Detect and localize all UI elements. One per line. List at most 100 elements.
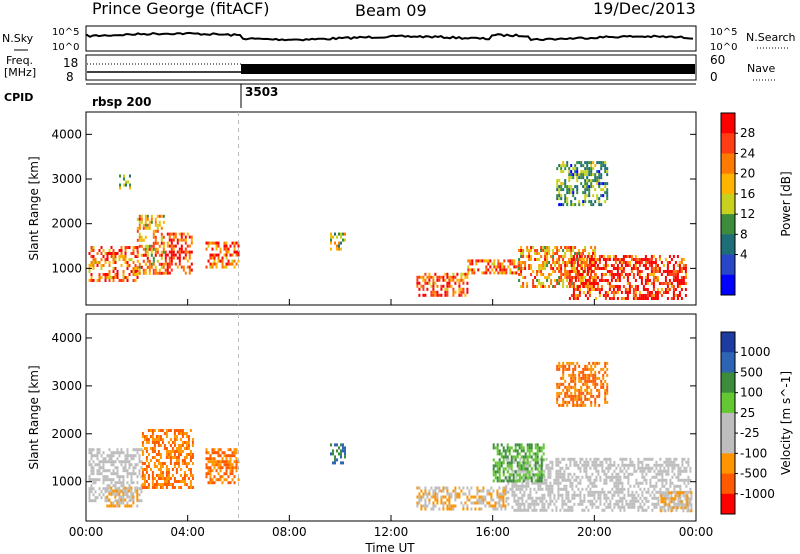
power-cell xyxy=(501,265,504,269)
velocity-cell xyxy=(682,506,685,510)
velocity-cell xyxy=(660,509,663,513)
power-cell xyxy=(231,262,234,266)
x-tick-label: 08:00 xyxy=(272,525,307,539)
power-cell xyxy=(596,267,599,270)
velocity-cell xyxy=(629,460,632,464)
power-cell xyxy=(446,272,449,276)
velocity-cell xyxy=(510,455,513,459)
velocity-cell xyxy=(574,376,577,380)
velocity-cell xyxy=(110,457,113,461)
velocity-cell xyxy=(106,504,109,508)
velocity-cell xyxy=(482,486,485,490)
velocity-cell xyxy=(671,475,674,479)
velocity-cell xyxy=(621,499,624,503)
power-cell xyxy=(614,267,617,270)
velocity-cell xyxy=(189,456,192,459)
velocity-cell xyxy=(555,499,558,503)
power-cell xyxy=(606,173,609,177)
velocity-cell xyxy=(515,508,518,512)
velocity-cell xyxy=(163,432,166,435)
velocity-cell xyxy=(110,463,113,467)
velocity-cell xyxy=(678,491,681,495)
power-cell xyxy=(650,267,653,270)
velocity-cell xyxy=(526,476,529,480)
power-cell xyxy=(644,261,647,264)
velocity-cell xyxy=(559,493,562,497)
power-cell xyxy=(182,268,185,272)
velocity-cell xyxy=(438,507,441,511)
velocity-cell xyxy=(163,480,166,483)
velocity-cell xyxy=(576,388,579,392)
velocity-cell xyxy=(514,446,517,450)
power-cell xyxy=(640,276,643,279)
velocity-cell xyxy=(686,494,689,498)
velocity-cell xyxy=(562,376,565,380)
power-cell xyxy=(664,282,667,285)
power-cell xyxy=(556,258,559,261)
power-cell xyxy=(142,271,145,275)
power-cell xyxy=(154,268,157,272)
velocity-cell xyxy=(88,451,91,455)
power-cell xyxy=(554,261,557,264)
power-cell xyxy=(608,258,611,261)
velocity-cell xyxy=(507,481,510,485)
power-cell xyxy=(518,261,521,264)
power-cell xyxy=(432,281,435,285)
velocity-cell xyxy=(665,463,668,467)
power-cell xyxy=(608,285,611,288)
velocity-cell xyxy=(590,364,593,368)
velocity-cell xyxy=(684,506,687,510)
velocity-cell xyxy=(128,454,131,458)
velocity-cell xyxy=(563,484,566,488)
power-cell xyxy=(562,161,565,165)
velocity-cell xyxy=(215,478,218,482)
velocity-cell xyxy=(161,465,164,468)
velocity-cell xyxy=(604,364,607,368)
velocity-cell xyxy=(683,457,686,461)
power-cell xyxy=(628,264,631,267)
velocity-cell xyxy=(604,370,607,374)
velocity-cell xyxy=(134,472,137,476)
velocity-cell xyxy=(151,483,154,486)
power-cell xyxy=(426,275,429,279)
velocity-cell xyxy=(496,461,499,465)
power-cell xyxy=(576,261,579,264)
velocity-cell xyxy=(227,466,230,470)
power-cell xyxy=(658,291,661,294)
velocity-cell xyxy=(651,502,654,506)
power-cell xyxy=(580,170,583,174)
power-cell xyxy=(618,267,621,270)
velocity-cell xyxy=(132,457,135,461)
velocity-cell xyxy=(574,379,577,383)
power-cell xyxy=(602,258,605,261)
power-cell xyxy=(209,241,212,245)
velocity-cell xyxy=(106,498,109,502)
power-cell xyxy=(489,271,492,275)
velocity-cell xyxy=(580,391,583,395)
power-cell xyxy=(656,291,659,294)
power-cell xyxy=(584,200,587,204)
power-cell xyxy=(90,273,93,276)
velocity-y-tick-label: 3000 xyxy=(51,379,82,393)
power-cell xyxy=(566,273,569,276)
velocity-cell xyxy=(589,466,592,470)
velocity-cell xyxy=(116,475,119,479)
velocity-cell xyxy=(518,467,521,471)
velocity-cell xyxy=(145,435,148,438)
power-cell xyxy=(154,250,157,254)
velocity-cell xyxy=(588,379,591,383)
velocity-cell xyxy=(102,487,105,491)
velocity-cell xyxy=(523,490,526,494)
velocity-cell xyxy=(671,463,674,467)
velocity-cell xyxy=(566,388,569,392)
velocity-cell xyxy=(510,446,513,450)
power-cell xyxy=(676,279,679,282)
velocity-cell xyxy=(574,391,577,395)
velocity-cell xyxy=(588,391,591,395)
velocity-cell xyxy=(529,505,532,509)
nave-scale-top: 60 xyxy=(710,53,725,67)
power-cell xyxy=(590,267,593,270)
velocity-cell xyxy=(171,456,174,459)
velocity-cell xyxy=(680,506,683,510)
velocity-cell xyxy=(585,469,588,473)
